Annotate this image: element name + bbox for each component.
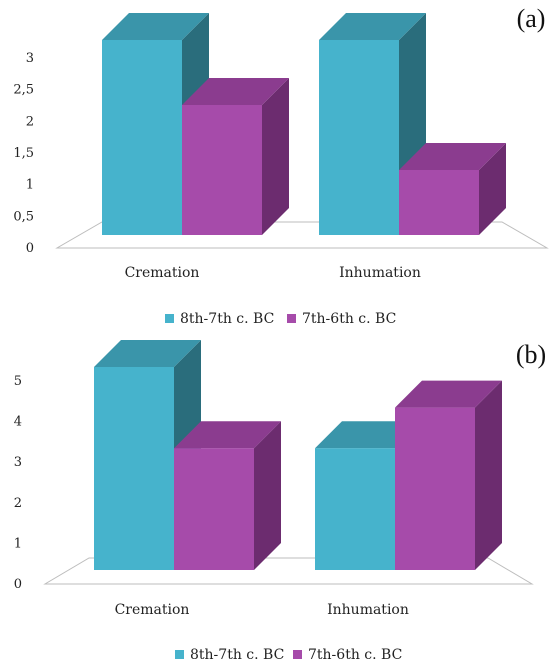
y-tick-label: 0 bbox=[26, 241, 34, 256]
y-tick-label: 3 bbox=[26, 51, 34, 66]
y-tick-label: 2 bbox=[26, 114, 34, 129]
bar bbox=[395, 380, 502, 570]
bar-top-face bbox=[182, 78, 289, 105]
y-tick-label: 1,5 bbox=[13, 146, 34, 161]
bar-top-face bbox=[395, 380, 502, 408]
legend-swatch bbox=[293, 650, 302, 659]
bar-side-face bbox=[479, 143, 506, 235]
y-tick-label: 2,5 bbox=[13, 83, 34, 98]
chart-panel-b: (b) 0 1 2 3 4 5 Cremation Inhumation 8th-7th c. B… bbox=[14, 340, 546, 663]
y-tick-label: 2 bbox=[14, 496, 22, 511]
bar-side-face bbox=[254, 421, 281, 570]
x-category-label: Inhumation bbox=[339, 265, 421, 281]
y-tick-label: 0 bbox=[14, 577, 22, 592]
bar-top-face bbox=[174, 421, 281, 449]
bar bbox=[182, 78, 289, 235]
bar-front-face bbox=[319, 40, 399, 235]
bar-side-face bbox=[475, 380, 502, 570]
bar-front-face bbox=[399, 170, 479, 235]
x-category-label: Inhumation bbox=[327, 602, 409, 618]
legend-label: 8th-7th c. BC bbox=[190, 647, 284, 663]
bar-top-face bbox=[94, 340, 201, 367]
bar-front-face bbox=[315, 448, 395, 570]
x-category-label: Cremation bbox=[125, 265, 200, 281]
legend-label: 7th-6th c. BC bbox=[302, 311, 396, 327]
y-tick-label: 4 bbox=[14, 415, 22, 430]
y-tick-label: 5 bbox=[14, 374, 22, 389]
bar-side-face bbox=[262, 78, 289, 235]
y-tick-label: 3 bbox=[14, 455, 22, 470]
panel-label: (a) bbox=[517, 4, 546, 33]
legend: 8th-7th c. BC 7th-6th c. BC bbox=[165, 311, 396, 327]
legend-swatch bbox=[165, 314, 174, 323]
y-tick-label: 1 bbox=[26, 178, 34, 193]
bar-top-face bbox=[319, 13, 426, 40]
floor-plane bbox=[43, 557, 534, 585]
y-tick-label: 0,5 bbox=[13, 209, 34, 224]
legend-swatch bbox=[175, 650, 184, 659]
bar-top-face bbox=[399, 143, 506, 170]
bar-front-face bbox=[182, 105, 262, 235]
legend-label: 8th-7th c. BC bbox=[180, 311, 274, 327]
x-category-label: Cremation bbox=[115, 602, 190, 618]
legend: 8th-7th c. BC 7th-6th c. BC bbox=[175, 647, 402, 663]
bar bbox=[399, 143, 506, 235]
bar-front-face bbox=[174, 448, 254, 570]
panel-label: (b) bbox=[516, 340, 546, 369]
chart-panel-a: (a) 0 0,5 1 1,5 2 2,5 3 Cremation Inhumation 8th-7… bbox=[13, 4, 549, 327]
bar-front-face bbox=[94, 367, 174, 570]
bar-front-face bbox=[102, 40, 182, 235]
y-tick-label: 1 bbox=[14, 536, 22, 551]
bar-front-face bbox=[395, 407, 475, 570]
legend-swatch bbox=[287, 314, 296, 323]
floor-plane bbox=[55, 221, 549, 249]
legend-label: 7th-6th c. BC bbox=[308, 647, 402, 663]
bar-top-face bbox=[102, 13, 209, 40]
bar bbox=[174, 421, 281, 570]
